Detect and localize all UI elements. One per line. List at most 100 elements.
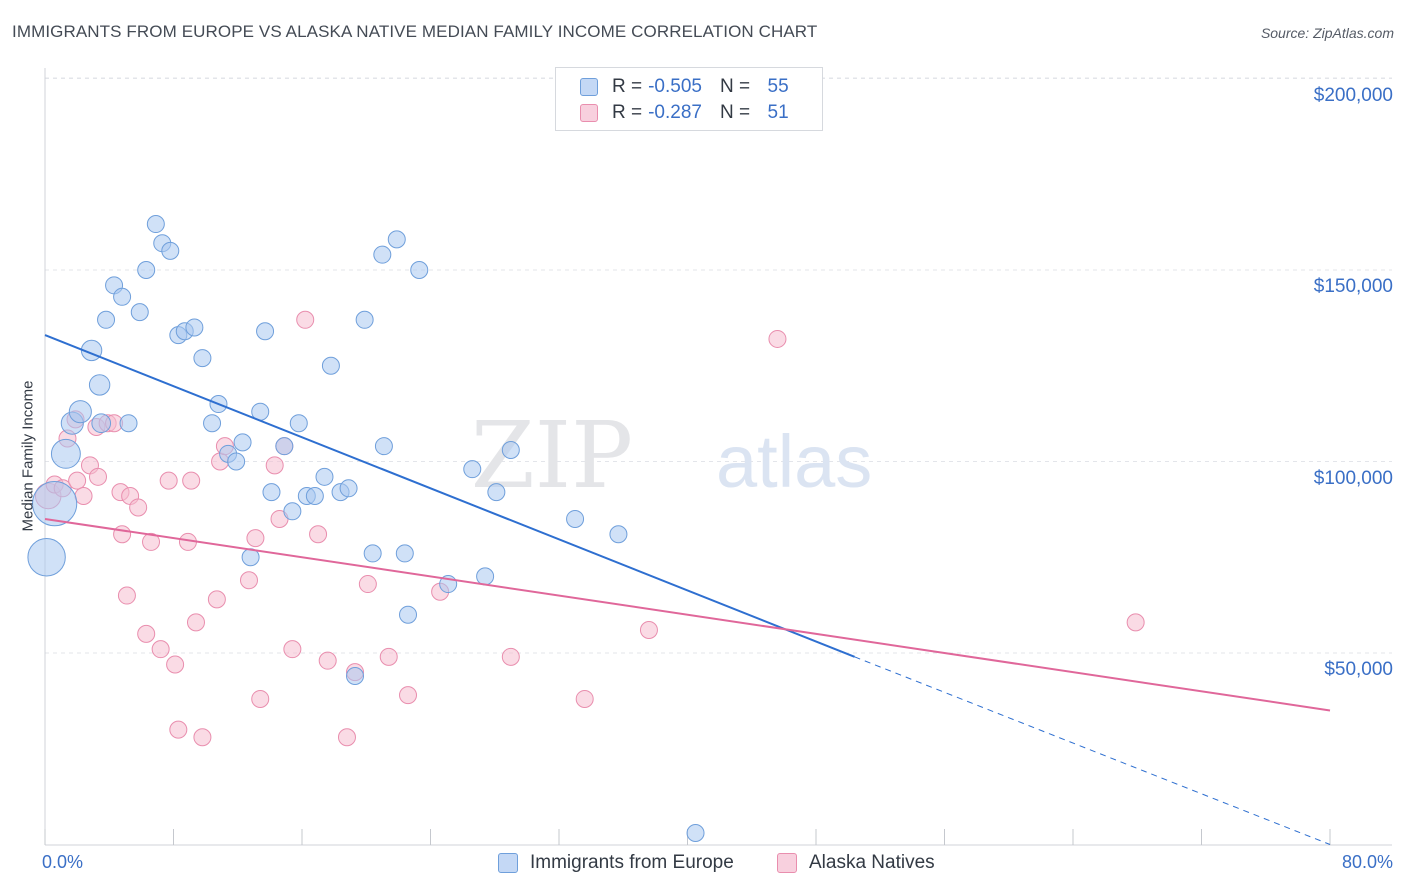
- stats-row-blue: R = -0.505 N = 55: [580, 75, 798, 99]
- y-tick-label: $150,000: [1313, 276, 1393, 297]
- watermark-atlas: atlas: [716, 420, 872, 503]
- chart-title: IMMIGRANTS FROM EUROPE VS ALASKA NATIVE …: [12, 22, 818, 41]
- alaska-natives-point-6: [74, 486, 93, 505]
- immigrants-from-europe-point-51: [487, 483, 506, 502]
- y-tick-label: $200,000: [1313, 84, 1393, 106]
- immigrants-from-europe-point-41: [363, 544, 382, 563]
- alaska-natives-point-44: [399, 686, 418, 705]
- immigrants-from-europe-point-24: [227, 452, 246, 471]
- immigrants-from-europe-point-46: [399, 605, 418, 624]
- legend-item-alaska-natives[interactable]: Alaska Natives: [777, 852, 935, 874]
- y-tick-label: $50,000: [1324, 659, 1393, 680]
- immigrants-from-europe-point-11: [119, 414, 138, 433]
- correlation-stats-box: R = -0.505 N = 55 R = -0.287 N = 51: [555, 67, 823, 131]
- alaska-natives-point-13: [113, 525, 132, 544]
- alaska-natives-point-36: [283, 640, 302, 659]
- alaska-natives-point-31: [246, 529, 265, 548]
- alaska-natives-point-25: [186, 613, 205, 632]
- y-tick-label: $100,000: [1313, 467, 1393, 489]
- alaska-natives-point-9: [89, 467, 108, 486]
- immigrants-from-europe-point-43: [374, 437, 393, 456]
- immigrants-from-europe-point-36: [321, 356, 340, 375]
- alaska-natives-point-24: [182, 471, 201, 490]
- immigrants-from-europe-point-21: [203, 414, 222, 433]
- immigrants-from-europe-point-53: [566, 509, 585, 528]
- pink-swatch: [580, 104, 598, 122]
- immigrants-from-europe-point-55: [686, 824, 705, 843]
- alaska-natives-point-37: [296, 310, 315, 329]
- legend-item-immigrants-from-europe[interactable]: Immigrants from Europe: [498, 852, 734, 874]
- immigrants-from-europe-trend-line: [44, 334, 855, 658]
- alaska-natives-point-38: [309, 525, 328, 544]
- x-tick-label-min: 0.0%: [42, 852, 84, 872]
- alaska-natives-point-30: [239, 571, 258, 590]
- immigrants-from-europe-point-31: [283, 502, 302, 521]
- immigrants-from-europe-point-47: [410, 261, 429, 279]
- alaska-natives-point-42: [358, 575, 377, 594]
- immigrants-from-europe-point-7: [91, 413, 112, 434]
- alaska-natives-point-19: [151, 640, 170, 659]
- immigrants-from-europe-points: [27, 215, 705, 843]
- alaska-natives-point-49: [768, 329, 787, 348]
- immigrants-from-europe-point-8: [97, 310, 116, 329]
- immigrants-from-europe-point-39: [346, 666, 365, 685]
- r-value-blue: -0.505: [648, 76, 702, 97]
- trend-lines: [44, 334, 1331, 845]
- alaska-natives-point-40: [337, 728, 356, 747]
- immigrants-from-europe-point-32: [289, 414, 308, 433]
- immigrants-from-europe-point-20: [193, 349, 212, 368]
- immigrants-from-europe-point-16: [161, 241, 180, 260]
- immigrants-from-europe-point-13: [137, 261, 156, 279]
- alaska-natives-point-48: [639, 621, 658, 640]
- immigrants-from-europe-point-38: [339, 479, 358, 498]
- immigrants-from-europe-point-40: [355, 310, 374, 329]
- r-value-pink: -0.287: [648, 102, 702, 123]
- alaska-natives-point-21: [166, 655, 185, 674]
- legend-label-pink: Alaska Natives: [809, 852, 935, 873]
- immigrants-from-europe-point-4: [68, 400, 92, 424]
- immigrants-from-europe-point-54: [609, 525, 628, 544]
- blue-swatch: [580, 78, 598, 96]
- immigrants-from-europe-point-44: [387, 230, 406, 249]
- immigrants-from-europe-point-6: [88, 374, 111, 396]
- alaska-natives-point-20: [159, 471, 178, 490]
- n-label: N =: [719, 76, 751, 97]
- immigrants-from-europe-point-50: [476, 567, 495, 586]
- immigrants-from-europe-point-52: [501, 441, 520, 460]
- alaska-natives-point-27: [207, 590, 226, 609]
- r-label: R =: [612, 76, 643, 97]
- alaska-natives-point-5: [68, 471, 87, 490]
- immigrants-from-europe-point-29: [262, 483, 281, 502]
- immigrants-from-europe-point-2: [50, 438, 81, 469]
- immigrants-from-europe-point-14: [146, 215, 165, 234]
- immigrants-from-europe-point-42: [373, 245, 392, 264]
- alaska-natives-point-50: [1126, 613, 1145, 632]
- stats-row-pink: R = -0.287 N = 51: [580, 101, 798, 125]
- source-credit: Source: ZipAtlas.com: [1260, 25, 1394, 41]
- watermark: ZIP atlas: [471, 402, 872, 509]
- immigrants-from-europe-point-10: [113, 287, 132, 306]
- legend: Immigrants from Europe Alaska Natives: [0, 852, 1406, 878]
- alaska-natives-point-39: [318, 651, 337, 670]
- y-axis-label: Median Family Income: [19, 380, 37, 532]
- immigrants-from-europe-point-25: [233, 433, 252, 452]
- alaska-natives-point-43: [379, 647, 398, 666]
- legend-swatch-blue: [498, 853, 518, 873]
- alaska-natives-point-26: [193, 728, 212, 747]
- alaska-natives-point-47: [575, 689, 594, 708]
- r-label: R =: [612, 102, 643, 123]
- alaska-natives-point-22: [169, 720, 188, 739]
- n-value-pink: 51: [767, 102, 789, 123]
- x-tick-label-max: 80.0%: [1341, 852, 1393, 872]
- immigrants-from-europe-point-30: [275, 437, 294, 456]
- immigrants-from-europe-point-45: [395, 544, 414, 563]
- immigrants-from-europe-point-12: [130, 303, 149, 322]
- immigrants-from-europe-point-34: [305, 486, 324, 505]
- legend-swatch-pink: [777, 853, 797, 873]
- alaska-natives-point-46: [501, 647, 520, 666]
- axes: [44, 68, 1392, 846]
- alaska-natives-point-18: [142, 532, 161, 551]
- n-value-blue: 55: [767, 76, 789, 97]
- n-label: N =: [719, 102, 751, 123]
